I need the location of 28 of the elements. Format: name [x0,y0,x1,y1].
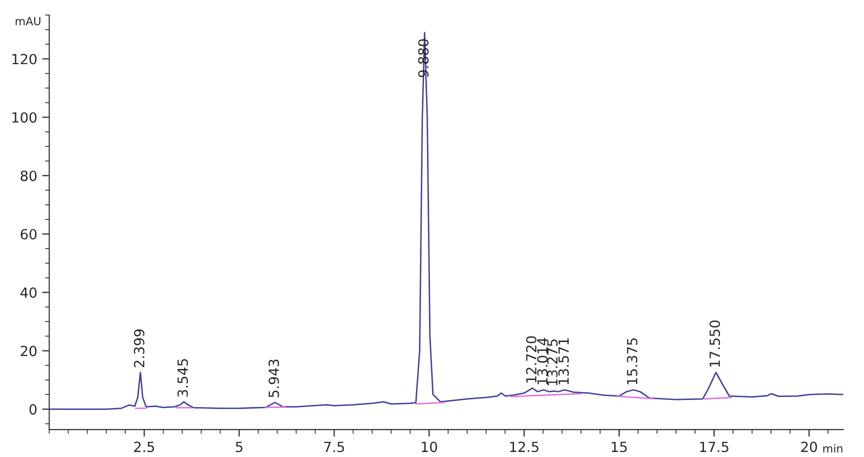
annotation: 5.943 [268,360,280,398]
y-tick-label: 80 [20,170,37,182]
x-tick-label: 2.5 [134,442,154,452]
x-tick-label: 5 [236,442,242,452]
annotation: 13.571 [558,338,569,384]
y-tick-label: 120 [12,54,37,64]
y-axis-title: mAU [16,17,40,26]
y-tick-label: 60 [20,228,37,240]
x-tick-label: 10 [422,442,438,452]
annotation: 9.880 [418,39,429,78]
x-tick-label: 20 [801,442,817,452]
y-tick-label: 0 [30,404,37,415]
y-tick-label: 20 [20,346,37,356]
x-tick-label: 15 [612,442,627,452]
annotation: 2.399 [134,329,144,368]
annotation: 13.014 [537,338,548,384]
annotation: 13.275 [547,340,558,386]
x-tick-label: 7.5 [324,442,344,452]
x-axis-title: min [823,444,842,453]
annotation: 3.545 [177,359,188,397]
x-tick-label: 17.5 [700,442,728,452]
annotation: 15.375 [626,338,638,384]
line-series [49,32,844,410]
annotation: 12.720 [526,336,537,382]
y-tick-label: 40 [20,287,37,298]
x-tick-label: 12.5 [510,442,538,452]
y-tick-label: 100 [12,112,37,123]
annotation: 17.550 [710,320,720,367]
